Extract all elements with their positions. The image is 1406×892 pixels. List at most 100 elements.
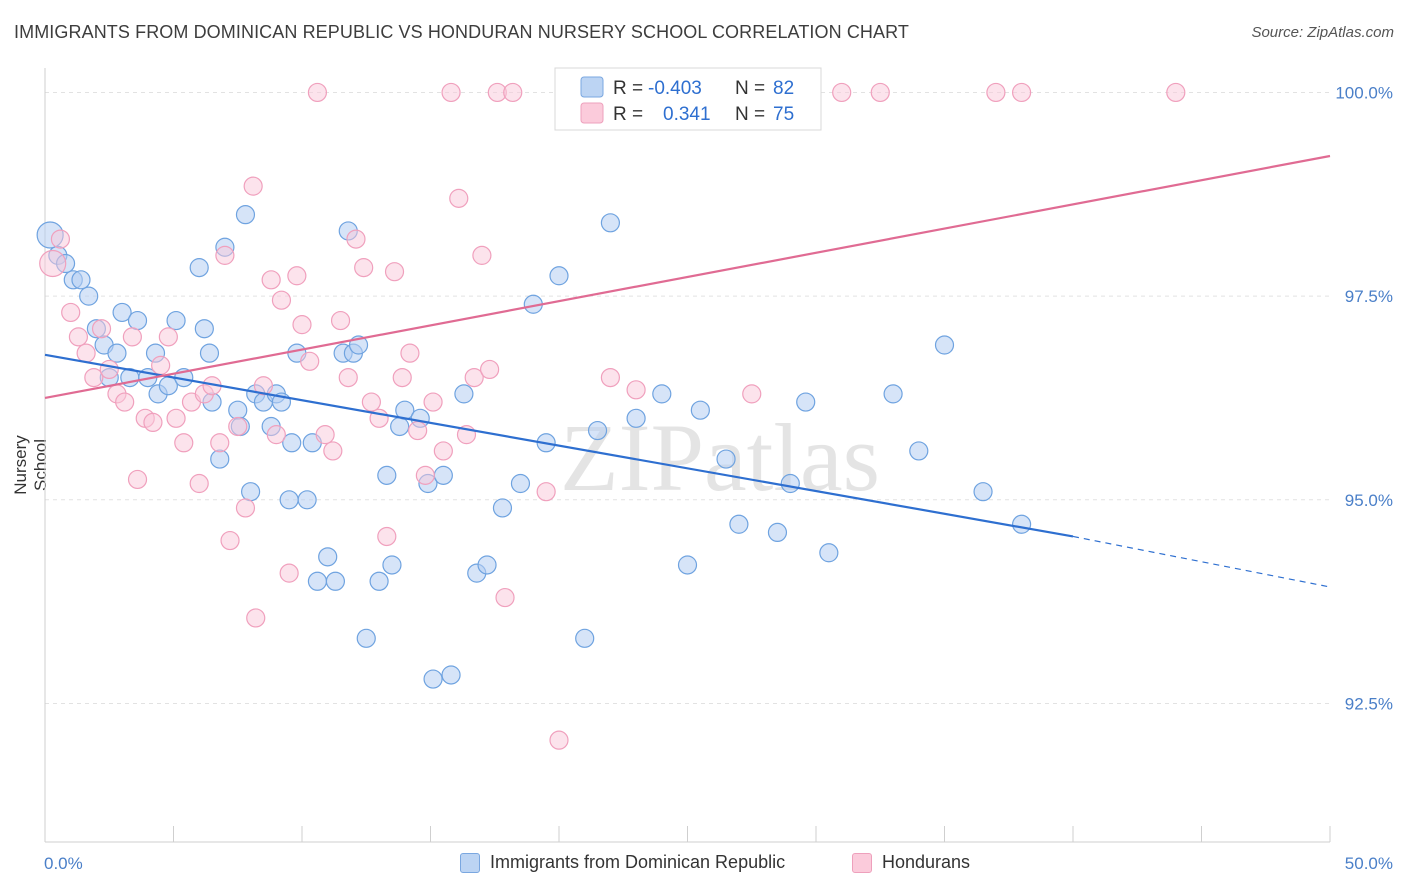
dominican-point-64 <box>549 266 569 286</box>
dominican-point-61 <box>510 473 531 494</box>
series-honduran-points <box>39 82 1186 750</box>
dominican-point-75 <box>780 473 800 494</box>
honduran-point-26 <box>235 498 256 518</box>
dominican-point-48 <box>377 465 397 485</box>
honduran-point-39 <box>323 441 343 461</box>
dominican-point-56 <box>441 665 461 685</box>
honduran-point-6 <box>91 319 112 339</box>
honduran-point-42 <box>346 229 366 249</box>
source-label: Source: ZipAtlas.com <box>1251 24 1394 41</box>
x-tick-label-1: 50.0% <box>1345 854 1393 873</box>
honduran-point-49 <box>400 343 420 363</box>
chart-title: IMMIGRANTS FROM DOMINICAN REPUBLIC VS HO… <box>14 22 909 42</box>
dominican-point-69 <box>652 384 672 404</box>
dominican-point-78 <box>883 384 903 404</box>
honduran-point-13 <box>143 412 163 433</box>
honduran-point-70 <box>832 82 852 103</box>
dominican-point-37 <box>297 490 317 510</box>
dominican-point-81 <box>973 482 993 502</box>
honduran-point-17 <box>174 433 194 453</box>
honduran-point-2 <box>61 302 81 323</box>
honduran-point-25 <box>228 416 248 437</box>
dominican-point-46 <box>356 628 376 648</box>
dominican-point-4 <box>71 270 91 290</box>
correlation-legend: R = -0.403 N = 82 R = 0.341 N = 75 <box>554 67 822 131</box>
honduran-point-50 <box>408 420 428 441</box>
dominican-point-60 <box>492 498 513 518</box>
gridlines <box>45 91 1330 704</box>
trend-line-dominican-extension <box>1072 535 1331 588</box>
honduran-point-34 <box>287 266 307 286</box>
honduran-point-72 <box>986 82 1006 103</box>
dominican-point-41 <box>325 571 346 591</box>
honduran-point-35 <box>292 315 312 335</box>
honduran-point-31 <box>266 425 286 445</box>
legend-r-value-1: -0.403 <box>648 78 702 99</box>
dominican-point-19 <box>189 258 209 278</box>
dominican-point-47 <box>369 571 389 591</box>
y-tick-label-2: 95.0% <box>1345 491 1393 510</box>
trend-line-dominican <box>44 353 1074 538</box>
x-tick-label-0: 0.0% <box>44 854 83 873</box>
honduran-point-58 <box>472 245 492 265</box>
dominican-point-73 <box>729 514 749 534</box>
dominican-point-27 <box>235 205 256 225</box>
honduran-point-47 <box>384 262 405 282</box>
honduran-point-28 <box>246 608 266 628</box>
dominican-point-66 <box>587 420 608 441</box>
dominican-point-20 <box>194 319 214 339</box>
y-tick-label-1: 97.5% <box>1345 287 1393 306</box>
honduran-point-67 <box>626 380 646 400</box>
honduran-point-33 <box>279 563 299 583</box>
y-tick-label-3: 92.5% <box>1345 694 1393 713</box>
legend-n-label-1: N = <box>735 78 765 99</box>
dominican-point-74 <box>767 522 788 543</box>
dominican-point-34 <box>279 490 299 510</box>
dominican-point-49 <box>382 555 402 575</box>
dominican-point-79 <box>909 441 929 461</box>
dominican-point-40 <box>318 547 338 567</box>
honduran-point-36 <box>300 351 320 371</box>
honduran-point-41 <box>338 368 358 388</box>
bottom-legend-honduran: Hondurans <box>852 852 970 873</box>
honduran-point-9 <box>115 392 135 412</box>
legend-r-value-2: 0.341 <box>663 104 711 125</box>
honduran-point-61 <box>495 587 515 608</box>
honduran-point-69 <box>742 384 762 404</box>
honduran-point-24 <box>220 530 240 551</box>
axes <box>44 68 1331 843</box>
honduran-point-44 <box>361 392 381 412</box>
honduran-point-59 <box>480 359 500 380</box>
honduran-point-22 <box>210 433 230 453</box>
dominican-point-10 <box>112 302 132 323</box>
dominican-point-54 <box>423 669 443 689</box>
legend-r-label-2: R = <box>613 104 643 125</box>
dominican-point-50 <box>390 416 410 437</box>
honduran-point-57 <box>464 368 484 388</box>
dominican-point-68 <box>626 408 646 428</box>
dominican-point-76 <box>796 392 816 412</box>
honduran-point-46 <box>377 526 397 547</box>
honduran-point-15 <box>158 327 178 347</box>
honduran-point-51 <box>415 465 435 485</box>
trend-line-honduran <box>44 154 1331 400</box>
honduran-point-32 <box>271 290 292 310</box>
honduran-point-54 <box>441 82 461 103</box>
honduran-point-66 <box>600 368 621 388</box>
honduran-point-43 <box>354 258 374 278</box>
honduran-point-52 <box>423 392 443 412</box>
legend-swatch-blue <box>580 76 604 98</box>
dominican-point-28 <box>241 482 261 502</box>
honduran-point-55 <box>449 188 469 208</box>
honduran-point-63 <box>536 482 556 502</box>
dominican-point-21 <box>199 343 220 363</box>
dominican-point-57 <box>454 384 474 404</box>
dominican-point-35 <box>282 433 302 453</box>
dominican-point-25 <box>228 400 248 420</box>
honduran-point-0 <box>39 249 67 278</box>
dominican-point-17 <box>166 310 186 331</box>
dominican-point-5 <box>79 286 99 306</box>
y-tick-label-0: 100.0% <box>1335 83 1393 102</box>
legend-n-label-2: N = <box>735 104 765 125</box>
honduran-point-74 <box>1166 82 1186 103</box>
